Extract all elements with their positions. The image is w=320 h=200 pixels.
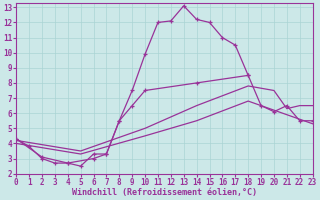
X-axis label: Windchill (Refroidissement éolien,°C): Windchill (Refroidissement éolien,°C) xyxy=(72,188,257,197)
